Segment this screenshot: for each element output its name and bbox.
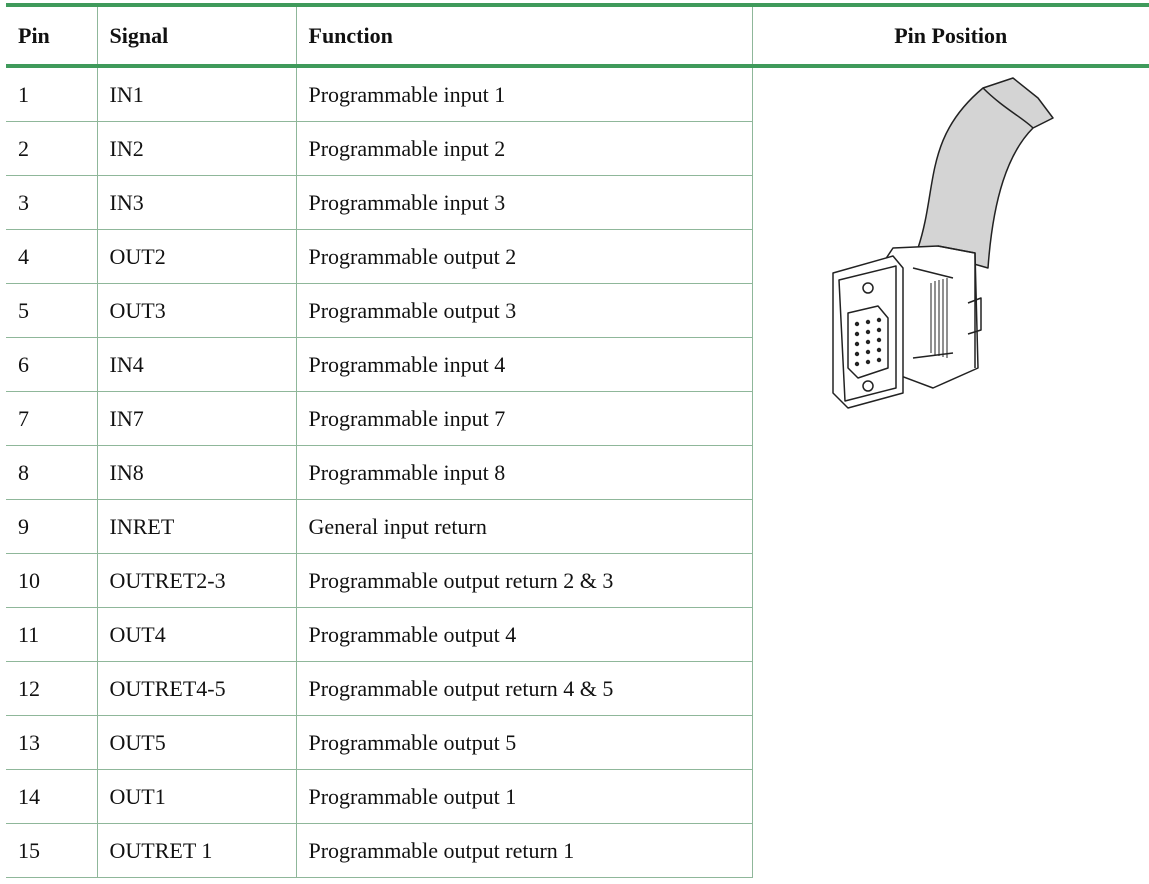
table-row: 13 OUT5 Programmable output 5 [6, 715, 1149, 770]
table-row: 12 OUTRET4-5 Programmable output return 4 … [6, 661, 1149, 716]
pin-table: Pin Signal Function Pin Position 1 IN1 Pro… [6, 3, 1149, 878]
function-cell: Programmable output return 1 [295, 823, 753, 878]
column-header: Pin [6, 3, 98, 68]
table-body: 1 IN1 Programmable input 1 2 IN2 Programmabl… [6, 66, 1149, 878]
pin-position-cell [751, 66, 1149, 878]
table-row: 15 OUTRET 1 Programmable output return 1 [6, 823, 1149, 878]
function-cell: Programmable output 1 [295, 769, 753, 824]
function-cell: Programmable input 7 [295, 391, 753, 446]
table-row: 3 IN3 Programmable input 3 [6, 175, 1149, 230]
signal-cell: OUT2 [96, 229, 297, 284]
pin-cell: 7 [6, 391, 98, 446]
function-cell: Programmable input 2 [295, 121, 753, 176]
pin-cell: 12 [6, 661, 98, 716]
function-cell: Programmable output 5 [295, 715, 753, 770]
pin-cell: 9 [6, 499, 98, 554]
signal-cell: OUTRET4-5 [96, 661, 297, 716]
pin-cell: 11 [6, 607, 98, 662]
header-row: Pin Signal Function Pin Position [6, 3, 1149, 68]
pin-cell: 5 [6, 283, 98, 338]
signal-cell: IN1 [96, 66, 297, 122]
signal-cell: OUT1 [96, 769, 297, 824]
signal-cell: OUTRET2-3 [96, 553, 297, 608]
signal-cell: IN4 [96, 337, 297, 392]
table-row: 6 IN4 Programmable input 4 [6, 337, 1149, 392]
pin-cell: 15 [6, 823, 98, 878]
function-cell: Programmable input 3 [295, 175, 753, 230]
signal-cell: IN3 [96, 175, 297, 230]
function-cell: Programmable output 4 [295, 607, 753, 662]
function-cell: Programmable input 4 [295, 337, 753, 392]
function-cell: Programmable output return 4 & 5 [295, 661, 753, 716]
function-cell: Programmable input 1 [295, 66, 753, 122]
signal-cell: IN7 [96, 391, 297, 446]
function-cell: Programmable input 8 [295, 445, 753, 500]
signal-cell: OUT5 [96, 715, 297, 770]
column-header: Function [295, 3, 753, 68]
signal-cell: IN2 [96, 121, 297, 176]
pin-cell: 13 [6, 715, 98, 770]
pin-cell: 14 [6, 769, 98, 824]
pin-cell: 2 [6, 121, 98, 176]
signal-cell: INRET [96, 499, 297, 554]
signal-cell: IN8 [96, 445, 297, 500]
pin-cell: 6 [6, 337, 98, 392]
pin-cell: 8 [6, 445, 98, 500]
pin-cell: 1 [6, 66, 98, 122]
table-row: 2 IN2 Programmable input 2 [6, 121, 1149, 176]
connector-illustration [831, 77, 1054, 409]
table-row: 1 IN1 Programmable input 1 [6, 66, 1149, 878]
table-row: 11 OUT4 Programmable output 4 [6, 607, 1149, 662]
function-cell: Programmable output return 2 & 3 [295, 553, 753, 608]
table-row: 8 IN8 Programmable input 8 [6, 445, 1149, 500]
pin-cell: 10 [6, 553, 98, 608]
column-header: Pin Position [751, 3, 1149, 68]
table-row: 14 OUT1 Programmable output 1 [6, 769, 1149, 824]
table-row: 9 INRET General input return [6, 499, 1149, 554]
pin-cell: 3 [6, 175, 98, 230]
table-row: 4 OUT2 Programmable output 2 [6, 229, 1149, 284]
table-row: 7 IN7 Programmable input 7 [6, 391, 1149, 446]
table-row: 10 OUTRET2-3 Programmable output return 2 … [6, 553, 1149, 608]
table-row: 5 OUT3 Programmable output 3 [6, 283, 1149, 338]
signal-cell: OUT4 [96, 607, 297, 662]
function-cell: General input return [295, 499, 753, 554]
pin-cell: 4 [6, 229, 98, 284]
signal-cell: OUT3 [96, 283, 297, 338]
column-header: Signal [96, 3, 297, 68]
signal-cell: OUTRET 1 [96, 823, 297, 878]
function-cell: Programmable output 2 [295, 229, 753, 284]
function-cell: Programmable output 3 [295, 283, 753, 338]
